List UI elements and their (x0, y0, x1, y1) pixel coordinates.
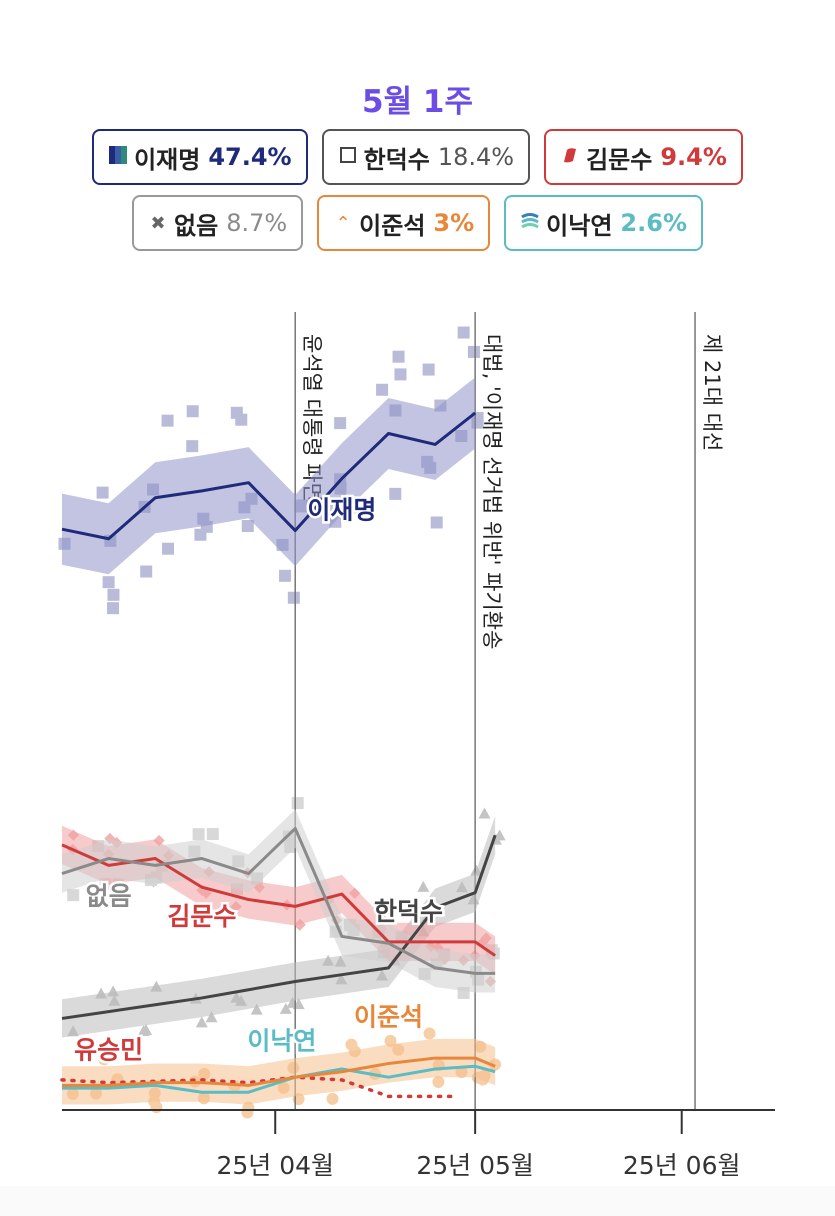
poll-dot (389, 487, 402, 500)
poll-dot (279, 569, 292, 582)
poll-dot (291, 797, 304, 810)
chart: 윤석열 대통령 파면 대법, '이재명 선거법 위반' 파기환송 제 21대 대선 … (58, 312, 775, 1180)
confidence-band (62, 377, 476, 575)
event-lines-layer: 윤석열 대통령 파면 대법, '이재명 선거법 위반' 파기환송 제 21대 대선 (294, 312, 724, 1110)
legend-value: 2.6% (620, 209, 687, 237)
event-label: 제 21대 대선 (700, 334, 724, 451)
legend-name: 김문수 (586, 145, 653, 174)
poll-dot (107, 588, 120, 601)
poll-dot (186, 440, 199, 453)
poll-dot (186, 405, 199, 418)
legend-item-kim-munsu[interactable]: 김문수 9.4% (544, 129, 743, 185)
series-label: 한덕수 (374, 897, 443, 926)
legend-value: 8.7% (226, 209, 288, 237)
series-label: 유승민 (74, 1036, 143, 1065)
legend-name: 없음 (174, 211, 219, 240)
series-label: 김문수 (167, 902, 236, 931)
footer-strip (0, 1186, 835, 1216)
x-tick-label: 25년 05월 (416, 1151, 534, 1180)
confidence-bands-layer (62, 377, 496, 1105)
poll-dot (67, 889, 80, 902)
poll-dot (394, 368, 407, 381)
poll-dot (194, 528, 207, 541)
series-line (62, 1056, 496, 1087)
legend-value: 18.4% (437, 143, 515, 171)
poll-dot (334, 417, 347, 430)
legend-value: 47.4% (208, 143, 292, 171)
poll-dot (195, 1016, 208, 1028)
legend-name: 이낙연 (546, 211, 613, 240)
poll-dot (430, 516, 443, 529)
poll-dot (493, 829, 506, 841)
x-axis: 25년 04월 25년 05월 25년 06월 (62, 1109, 775, 1180)
series-line (61, 411, 477, 541)
poll-dot (457, 326, 470, 339)
poll-dot (192, 828, 205, 841)
series-label: 이준석 (354, 1003, 423, 1032)
legend-item-han-deoksu[interactable]: 한덕수 18.4% (321, 129, 531, 185)
poll-dot (162, 542, 175, 555)
poll-dot (250, 1003, 263, 1015)
wave-icon (520, 212, 540, 235)
poll-dot (432, 1075, 445, 1088)
legend-item-lee-junseok[interactable]: ⌃ 이준석 3% (317, 195, 491, 251)
poll-dot (107, 602, 120, 615)
x-tick-label: 25년 04월 (216, 1151, 334, 1180)
legend-name: 한덕수 (363, 145, 430, 174)
poll-dot (140, 565, 153, 578)
poll-dot (422, 363, 435, 376)
poll-dot (417, 880, 430, 892)
series-label: 이재명 (307, 496, 376, 525)
poll-dot (205, 1011, 218, 1023)
legend-row-1: 이재명 47.4% 한덕수 18.4% 김문수 9.4% (0, 129, 835, 185)
confidence-band (62, 816, 496, 1038)
series-lines-layer (60, 411, 497, 1099)
red-party-icon (560, 146, 580, 169)
legend-value: 9.4% (660, 143, 727, 171)
poll-dot (96, 486, 109, 499)
poll-dot (102, 576, 115, 589)
series-line (61, 834, 497, 1020)
legend-row-2: ✖ 없음 8.7% ⌃ 이준석 3% 이낙연 2.6% (0, 195, 835, 251)
cross-icon: ✖ (150, 212, 166, 234)
legend-name: 이준석 (359, 211, 426, 240)
poll-dot (206, 828, 219, 841)
event-label: 대법, '이재명 선거법 위반' 파기환송 (480, 334, 504, 649)
page-title: 5월 1주 (362, 84, 473, 120)
poll-dot (235, 413, 248, 426)
poll-dot (161, 414, 174, 427)
party-flag-icon (108, 145, 128, 169)
legend-name: 이재명 (134, 145, 201, 174)
confidence-band (62, 809, 496, 993)
series-line (61, 826, 496, 975)
legend-value: 3% (433, 209, 475, 237)
poll-dot (392, 350, 405, 363)
caret-up-icon: ⌃ (335, 212, 351, 234)
poll-dot (467, 345, 480, 358)
poll-dot (345, 1038, 358, 1051)
legend-item-lee-nakyon[interactable]: 이낙연 2.6% (504, 195, 703, 251)
poll-dot (279, 1002, 292, 1014)
series-label: 이낙연 (247, 1026, 316, 1055)
poll-dot (287, 591, 300, 604)
x-tick-label: 25년 06월 (623, 1151, 741, 1180)
series-label: 없음 (86, 882, 132, 911)
square-outline-icon (338, 146, 358, 169)
poll-dot (423, 1027, 436, 1040)
legend-item-lee-jaemyung[interactable]: 이재명 47.4% (92, 129, 308, 185)
poll-dot (478, 807, 491, 819)
poll-dot (326, 1092, 339, 1105)
series-line (61, 843, 496, 957)
poll-dot (137, 1024, 150, 1036)
poll-dot (376, 383, 389, 396)
poll-dot (241, 519, 254, 532)
poll-dot (98, 1053, 111, 1066)
poll-dot (241, 1106, 254, 1119)
legend-item-none[interactable]: ✖ 없음 8.7% (132, 195, 304, 251)
